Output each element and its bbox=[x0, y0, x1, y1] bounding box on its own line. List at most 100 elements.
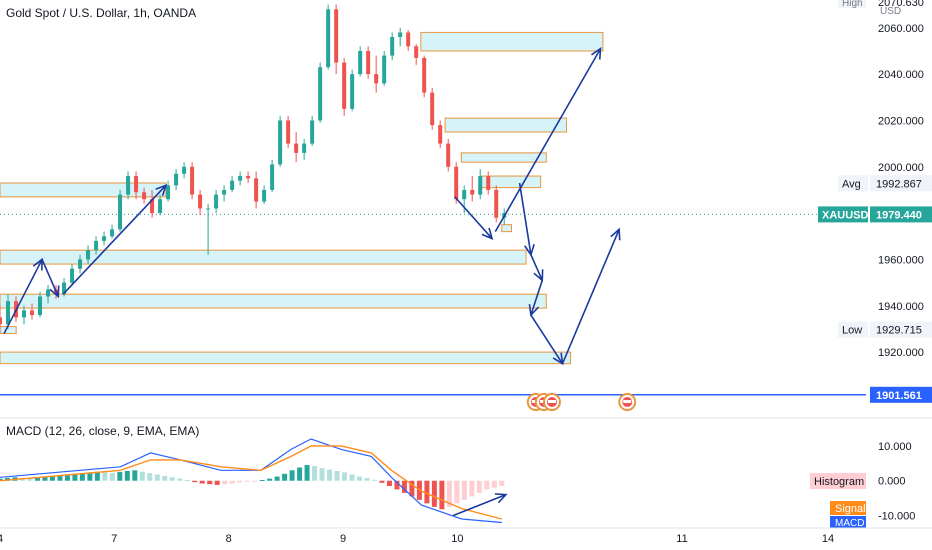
candle-body bbox=[134, 176, 139, 193]
trend-arrow bbox=[41, 259, 60, 297]
histogram-bar bbox=[319, 468, 325, 481]
event-flag-stripe bbox=[547, 400, 556, 403]
candle-body bbox=[438, 125, 443, 144]
candle-body bbox=[166, 185, 171, 200]
histogram-bar bbox=[282, 473, 288, 481]
histogram-bar bbox=[102, 472, 108, 481]
zone-box bbox=[460, 152, 547, 163]
candle-body bbox=[214, 194, 219, 209]
price-tick-label: 2060.000 bbox=[878, 23, 924, 35]
candle-body bbox=[102, 236, 107, 241]
histogram-bar bbox=[117, 472, 123, 481]
histogram-bar bbox=[132, 470, 138, 481]
histogram-bar bbox=[0, 478, 3, 481]
histogram-bar bbox=[4, 477, 10, 481]
line-price-value: 1901.561 bbox=[876, 390, 922, 402]
histogram-bar bbox=[327, 469, 333, 481]
histogram-bar bbox=[297, 467, 303, 481]
candles-layer bbox=[0, 4, 507, 334]
histogram-bar bbox=[289, 470, 295, 481]
last-price-box bbox=[870, 206, 932, 223]
candle-body bbox=[182, 166, 187, 174]
candle-body bbox=[86, 250, 91, 260]
trend-arrow bbox=[530, 280, 544, 316]
histogram-bar bbox=[27, 478, 33, 481]
candle-body bbox=[454, 166, 459, 200]
horizontal-line-layer bbox=[0, 213, 866, 396]
candle-body bbox=[174, 173, 179, 186]
high-value: 2070.630 bbox=[878, 0, 924, 9]
price-tick-label: 1940.000 bbox=[878, 301, 924, 313]
avg-label-box bbox=[838, 175, 868, 192]
low-label: Low bbox=[842, 325, 862, 337]
zone-box bbox=[481, 175, 542, 189]
trend-arrow bbox=[62, 184, 167, 295]
histogram-bar bbox=[409, 480, 415, 497]
arrow-head bbox=[590, 47, 602, 60]
arrows-layer bbox=[3, 47, 621, 366]
price-tick-label: 1920.000 bbox=[878, 347, 924, 359]
time-tick-label: 10 bbox=[451, 533, 463, 545]
time-axis: 4 7 8 9 10 11 14 bbox=[0, 527, 932, 545]
candle-body bbox=[342, 62, 347, 109]
candle-body bbox=[398, 32, 403, 38]
histogram-bar bbox=[349, 474, 355, 481]
low-value-box bbox=[870, 321, 932, 338]
candle-body bbox=[78, 259, 83, 269]
time-tick-label: 9 bbox=[340, 533, 346, 545]
histogram-bar bbox=[356, 476, 362, 481]
histogram-bar bbox=[424, 480, 430, 504]
histogram-bar bbox=[147, 473, 153, 481]
signal-label-box bbox=[830, 501, 866, 515]
candle-body bbox=[62, 282, 67, 295]
histogram-bar bbox=[207, 480, 213, 485]
candle-body bbox=[94, 240, 99, 251]
high-label: High bbox=[842, 0, 863, 9]
histogram-bar bbox=[394, 480, 400, 490]
macd-layer bbox=[0, 438, 508, 524]
zone-box bbox=[501, 224, 513, 233]
histogram-bar bbox=[237, 480, 243, 483]
histogram-bar bbox=[364, 477, 370, 481]
currency-label: USD bbox=[880, 6, 901, 17]
candle-body bbox=[46, 289, 51, 297]
time-tick-label: 7 bbox=[111, 533, 117, 545]
candle-body bbox=[326, 9, 331, 68]
macd-line bbox=[0, 438, 502, 524]
trend-arrow bbox=[518, 182, 532, 255]
candle-body bbox=[350, 74, 355, 109]
candle-body bbox=[430, 92, 435, 126]
candle-body bbox=[446, 143, 451, 167]
trend-arrow bbox=[452, 493, 507, 517]
time-tick-label: 4 bbox=[0, 533, 3, 545]
trend-arrow bbox=[3, 259, 43, 334]
trend-arrow bbox=[561, 229, 620, 364]
histogram-bar bbox=[109, 473, 115, 481]
high-label-box bbox=[838, 0, 866, 8]
histogram-bar bbox=[79, 473, 85, 481]
histogram-bar bbox=[259, 480, 265, 482]
candle-body bbox=[318, 67, 323, 121]
candle-body bbox=[294, 143, 299, 153]
candle-body bbox=[222, 189, 227, 195]
candle-body bbox=[158, 199, 163, 214]
candle-body bbox=[262, 189, 267, 202]
candle-body bbox=[406, 32, 411, 47]
candle-body bbox=[254, 178, 259, 202]
candle-body bbox=[206, 208, 211, 210]
price-axis: USD 2060.0002040.0002020.0002000.0001980… bbox=[810, 0, 932, 529]
macd-label: MACD bbox=[835, 518, 864, 529]
histogram-bar bbox=[274, 476, 280, 481]
candle-body bbox=[6, 301, 11, 325]
trend-arrow bbox=[530, 254, 543, 281]
candle-body bbox=[486, 176, 491, 190]
candle-body bbox=[246, 176, 251, 179]
trend-arrow bbox=[530, 314, 564, 365]
price-tick-label: 1960.000 bbox=[878, 254, 924, 266]
low-label-box bbox=[838, 321, 868, 338]
event-flag-stripe bbox=[623, 400, 632, 403]
symbol-label-box bbox=[818, 206, 868, 223]
zones-layer bbox=[0, 31, 604, 365]
time-tick-label: 14 bbox=[822, 533, 834, 545]
